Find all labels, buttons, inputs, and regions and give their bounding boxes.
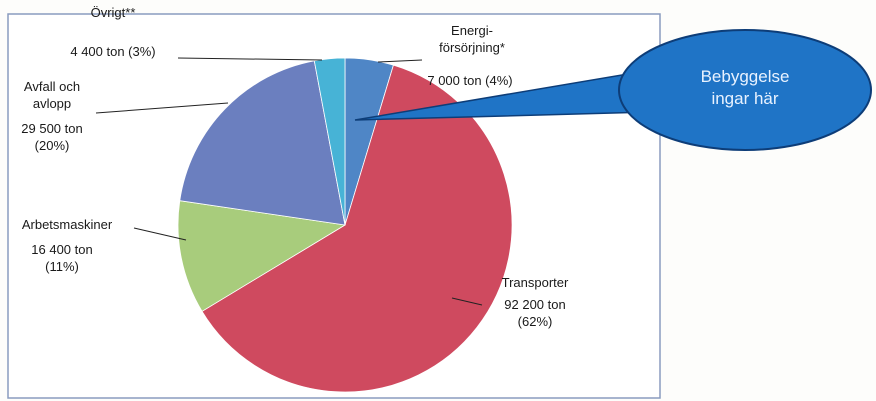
pie-slice (177, 200, 347, 312)
leader-line (95, 102, 229, 114)
callout-text: Bebyggelse ingar här (700, 67, 790, 108)
slice-label: Arbetsmaskiner (21, 217, 113, 232)
slice-value-label: 7 000 ton (4%) (427, 73, 513, 88)
slice-label: Transporter (501, 275, 569, 290)
slice-value-label: 4 400 ton (3%) (70, 44, 156, 59)
leader-line (177, 57, 323, 61)
leader-line (451, 297, 483, 306)
leader-line (133, 227, 187, 241)
slice-value-label: 16 400 ton (11%) (31, 242, 93, 274)
slice-value-label: 29 500 ton (20%) (21, 121, 83, 153)
leader-lines (95, 57, 483, 306)
slice-label: Energi- försörjning* (439, 23, 505, 55)
slice-value-label: 92 200 ton (62%) (504, 297, 566, 329)
pie-slice (313, 57, 346, 226)
callout-bubble (618, 29, 872, 151)
slice-label: Övrigt** (90, 5, 136, 20)
slice-label: Avfall och avlopp (23, 79, 81, 111)
leader-line (377, 59, 423, 63)
pie-slice (179, 60, 346, 226)
pie (177, 57, 513, 393)
